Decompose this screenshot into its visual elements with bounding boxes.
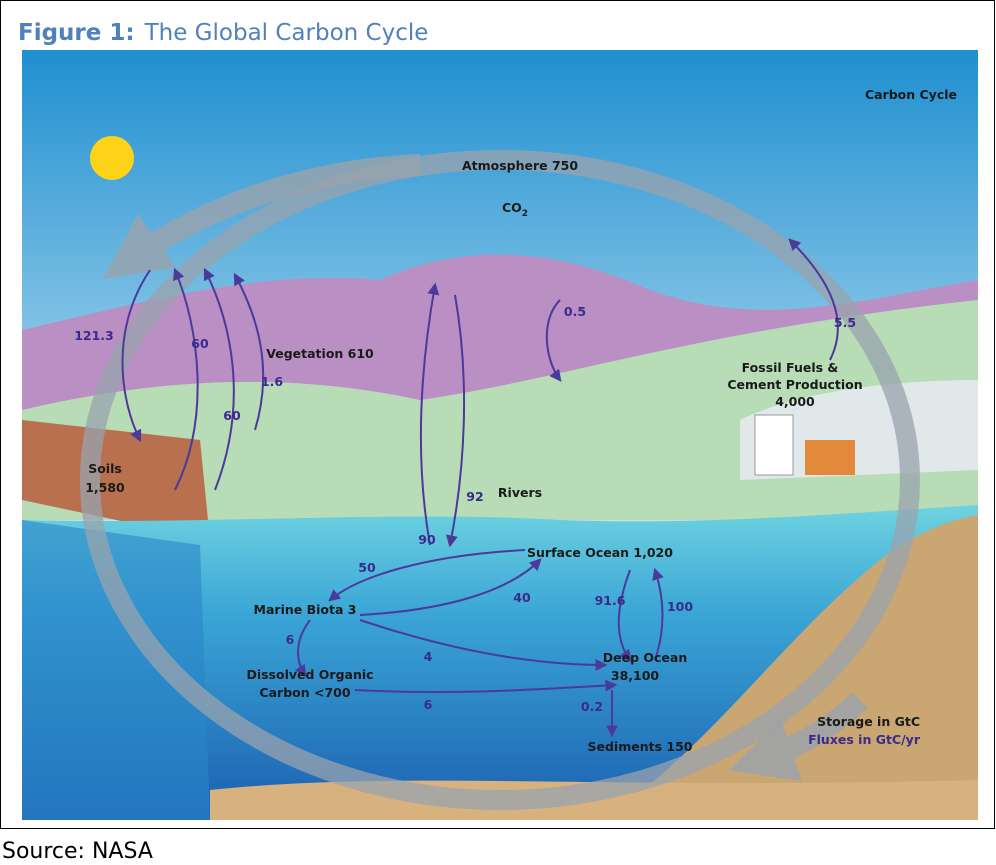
figure-title: The Global Carbon Cycle	[144, 20, 429, 46]
pool-label: Soils	[88, 461, 122, 476]
pool-label: Sediments 150	[588, 739, 693, 754]
source: Source: NASA	[2, 839, 153, 864]
pool-label: Atmosphere 750	[462, 158, 578, 173]
building	[755, 415, 793, 475]
flux-label: 4	[424, 649, 433, 664]
flux-label: 40	[513, 590, 531, 605]
figure: Figure 1: The Global Carbon Cycle	[0, 0, 996, 865]
legend-fluxes: Fluxes in GtC/yr	[808, 732, 921, 747]
flux-label: 1.6	[261, 374, 283, 389]
flux-label: 6	[286, 632, 295, 647]
pool-label: Deep Ocean	[603, 650, 687, 665]
flux-label: 60	[223, 408, 241, 423]
figure-label: Figure 1: The Global Carbon Cycle	[18, 20, 428, 46]
sun	[90, 136, 134, 180]
flux-label: 5.5	[834, 315, 856, 330]
pool-label: Dissolved Organic	[246, 667, 373, 682]
legend-storage: Storage in GtC	[817, 714, 920, 729]
flux-label: 60	[191, 336, 209, 351]
flux-label: 91.6	[595, 593, 626, 608]
pool-label: Cement Production	[727, 377, 862, 392]
pool-label: 38,100	[611, 668, 660, 683]
pool-label: 4,000	[775, 394, 815, 409]
flux-label: 100	[667, 599, 693, 614]
flux-label: 90	[418, 532, 436, 547]
illustration: Carbon Cycle CO2 Atmosphere 750 Vegetati…	[22, 50, 978, 820]
co2-text: CO	[502, 200, 522, 215]
pool-label: 1,580	[85, 480, 125, 495]
pool-label: Carbon <700	[259, 685, 350, 700]
page: The Global Carbon Cycle {"figure": {"lab…	[0, 0, 996, 865]
pool-label: Fossil Fuels &	[742, 360, 839, 375]
flux-label: 0.5	[564, 304, 586, 319]
flux-label: 50	[358, 560, 376, 575]
co2-subscript: 2	[522, 209, 528, 219]
pool-label: Vegetation 610	[266, 346, 374, 361]
flux-label: 92	[466, 489, 483, 504]
pool-label: Marine Biota 3	[254, 602, 357, 617]
factory	[805, 440, 855, 475]
figure-number: Figure 1:	[18, 20, 135, 46]
flux-label: 6	[424, 697, 433, 712]
body: Figure 1: The Global Carbon Cycle	[0, 0, 996, 865]
diagram-title: Carbon Cycle	[865, 87, 957, 102]
pool-label: Surface Ocean 1,020	[527, 545, 673, 560]
pool-label: Rivers	[498, 485, 542, 500]
flux-label: 0.2	[581, 699, 603, 714]
flux-label: 121.3	[74, 328, 114, 343]
